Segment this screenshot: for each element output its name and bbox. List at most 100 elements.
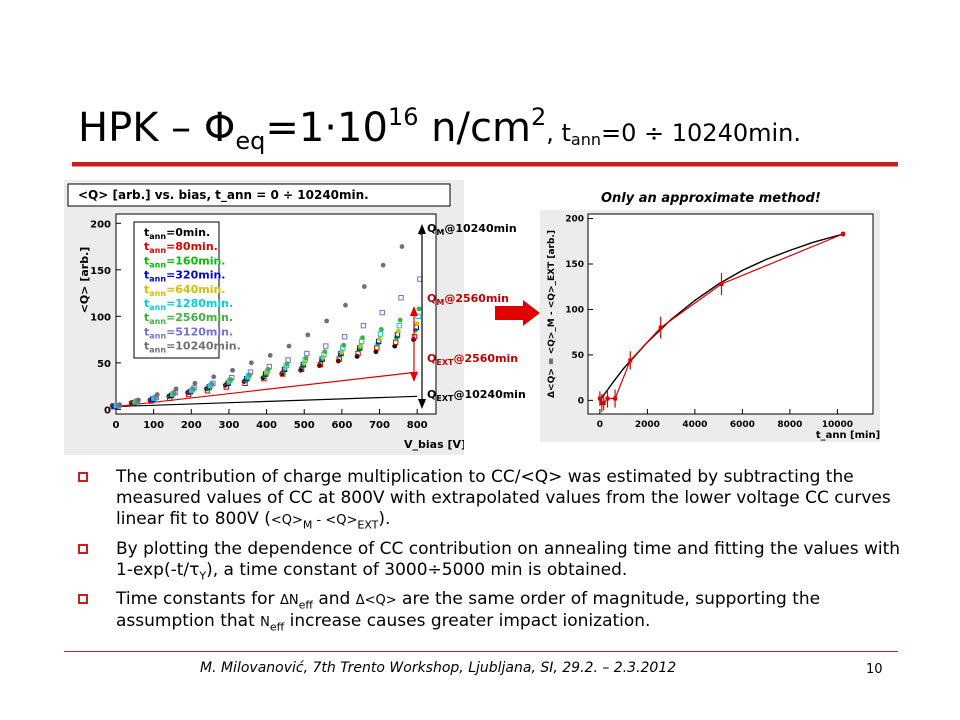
title-underline-shade <box>72 166 898 167</box>
legend-entry: tann=320min. <box>144 269 225 284</box>
bullet-time-constant: By plotting the dependence of CC contrib… <box>78 539 908 581</box>
data-point <box>658 325 663 330</box>
data-point <box>341 334 348 340</box>
data-point <box>305 332 311 338</box>
legend-box <box>133 221 220 359</box>
data-point <box>247 369 254 375</box>
data-point <box>399 244 405 249</box>
legend-entry: tann=0min. <box>144 226 210 241</box>
left-xtick-label: 800 <box>407 420 428 431</box>
data-point <box>601 401 606 406</box>
data-point <box>380 262 386 268</box>
approximate-method-note: Only an approximate method! <box>601 191 821 206</box>
right-ytick-label: 200 <box>565 215 584 225</box>
annotation-layer: QM@10240min QM@2560min QEXT@2560min QEXT… <box>410 222 540 409</box>
right-xtick-label: 6000 <box>730 420 755 430</box>
data-point <box>377 331 384 337</box>
slide-title: HPK – Φeq=1·1016 n/cm2, tann=0 ÷ 10240mi… <box>78 103 801 155</box>
title-underline <box>72 162 898 166</box>
data-point <box>210 380 216 387</box>
data-point <box>304 350 310 357</box>
left-ytick-label: 0 <box>104 405 111 416</box>
data-point <box>248 360 254 366</box>
legend-entry: tann=1280min. <box>144 297 233 312</box>
left-chart-ylabel: <Q> [arb.] <box>78 247 91 314</box>
qm2560-arrow-head-down <box>410 372 418 382</box>
bullet-square-icon <box>78 544 88 554</box>
data-point <box>323 343 329 349</box>
data-point <box>605 396 610 401</box>
left-xtick-label: 0 <box>113 420 120 431</box>
data-point <box>117 402 122 408</box>
data-point <box>395 328 401 334</box>
label-qm-10240: QM@10240min <box>427 222 517 237</box>
data-point <box>267 352 273 358</box>
exponential-fit-curve <box>599 233 844 401</box>
data-point <box>360 335 365 341</box>
right-plot-area <box>587 213 874 415</box>
left-ytick-label: 150 <box>90 266 111 277</box>
legend-entry: tann=160min. <box>144 254 225 269</box>
linear-fit-line <box>115 371 418 408</box>
right-xtick-label: 0 <box>597 420 603 430</box>
data-point <box>230 367 235 373</box>
qm10240-arrow-head-up <box>418 224 426 234</box>
data-point <box>173 386 179 392</box>
right-xtick-label: 4000 <box>682 420 707 430</box>
data-point <box>341 342 347 348</box>
left-xtick-label: 500 <box>294 420 315 431</box>
qm10240-arrow-head-down <box>418 399 426 409</box>
data-point <box>398 295 404 301</box>
label-qext-2560: QEXT@2560min <box>427 352 518 367</box>
data-point <box>211 374 217 380</box>
label-qm-2560: QM@2560min <box>427 292 509 307</box>
legend-entry: tann=640min. <box>144 283 225 298</box>
bullet-charge-multiplication: The contribution of charge multiplicatio… <box>78 467 908 531</box>
data-point <box>415 313 421 320</box>
legend-entry: tann=2560min. <box>144 311 233 326</box>
right-ytick-label: 0 <box>578 396 584 406</box>
data-point <box>136 397 141 403</box>
left-ytick-label: 100 <box>90 312 111 323</box>
left-xtick-label: 400 <box>256 420 277 431</box>
left-xtick-label: 300 <box>219 420 240 431</box>
linear-fit-line <box>115 395 418 408</box>
bullet-square-icon <box>78 594 88 604</box>
right-chart-ylabel: Δ<Q> = <Q>_M - <Q>_EXT [arb.] <box>547 230 557 398</box>
data-point <box>719 282 724 286</box>
data-point <box>841 232 846 236</box>
right-chart-xlabel: t_ann [min] <box>816 430 880 441</box>
data-point <box>396 322 402 329</box>
footer-rule <box>64 651 898 652</box>
bullet-square-icon <box>78 472 88 482</box>
data-point <box>303 355 309 361</box>
data-point <box>322 349 328 355</box>
left-xtick-label: 100 <box>143 420 164 431</box>
right-arrow-icon <box>495 300 540 326</box>
data-point <box>192 380 198 386</box>
right-xtick-label: 10000 <box>822 420 853 430</box>
data-point <box>343 302 348 308</box>
data-point <box>613 396 618 401</box>
legend-entry: tann=10240min. <box>144 340 241 355</box>
data-point <box>379 309 385 316</box>
right-xtick-label: 2000 <box>635 420 660 430</box>
data-point <box>286 343 292 349</box>
data-point <box>266 363 272 370</box>
data-point <box>597 396 602 401</box>
legend-entry: tann=80min. <box>144 240 218 255</box>
right-ytick-label: 100 <box>565 305 584 315</box>
data-point <box>285 357 291 363</box>
left-xtick-label: 700 <box>369 420 390 431</box>
cc-contribution-vs-annealing-chart: 0 2000 4000 6000 8000 10000 0 50 100 150 200 t_ann… <box>547 213 880 441</box>
page-number: 10 <box>866 662 883 677</box>
data-point <box>397 317 403 323</box>
right-ytick-label: 50 <box>571 351 584 361</box>
data-point <box>628 358 633 363</box>
left-xtick-label: 600 <box>331 420 352 431</box>
data-point <box>377 336 382 342</box>
charge-vs-bias-chart: <Q> [arb.] vs. bias, t_ann = 0 ÷ 10240mi… <box>67 183 464 451</box>
data-point <box>361 284 367 289</box>
left-ytick-label: 200 <box>90 219 111 230</box>
qm2560-arrow-head-up <box>410 306 418 316</box>
